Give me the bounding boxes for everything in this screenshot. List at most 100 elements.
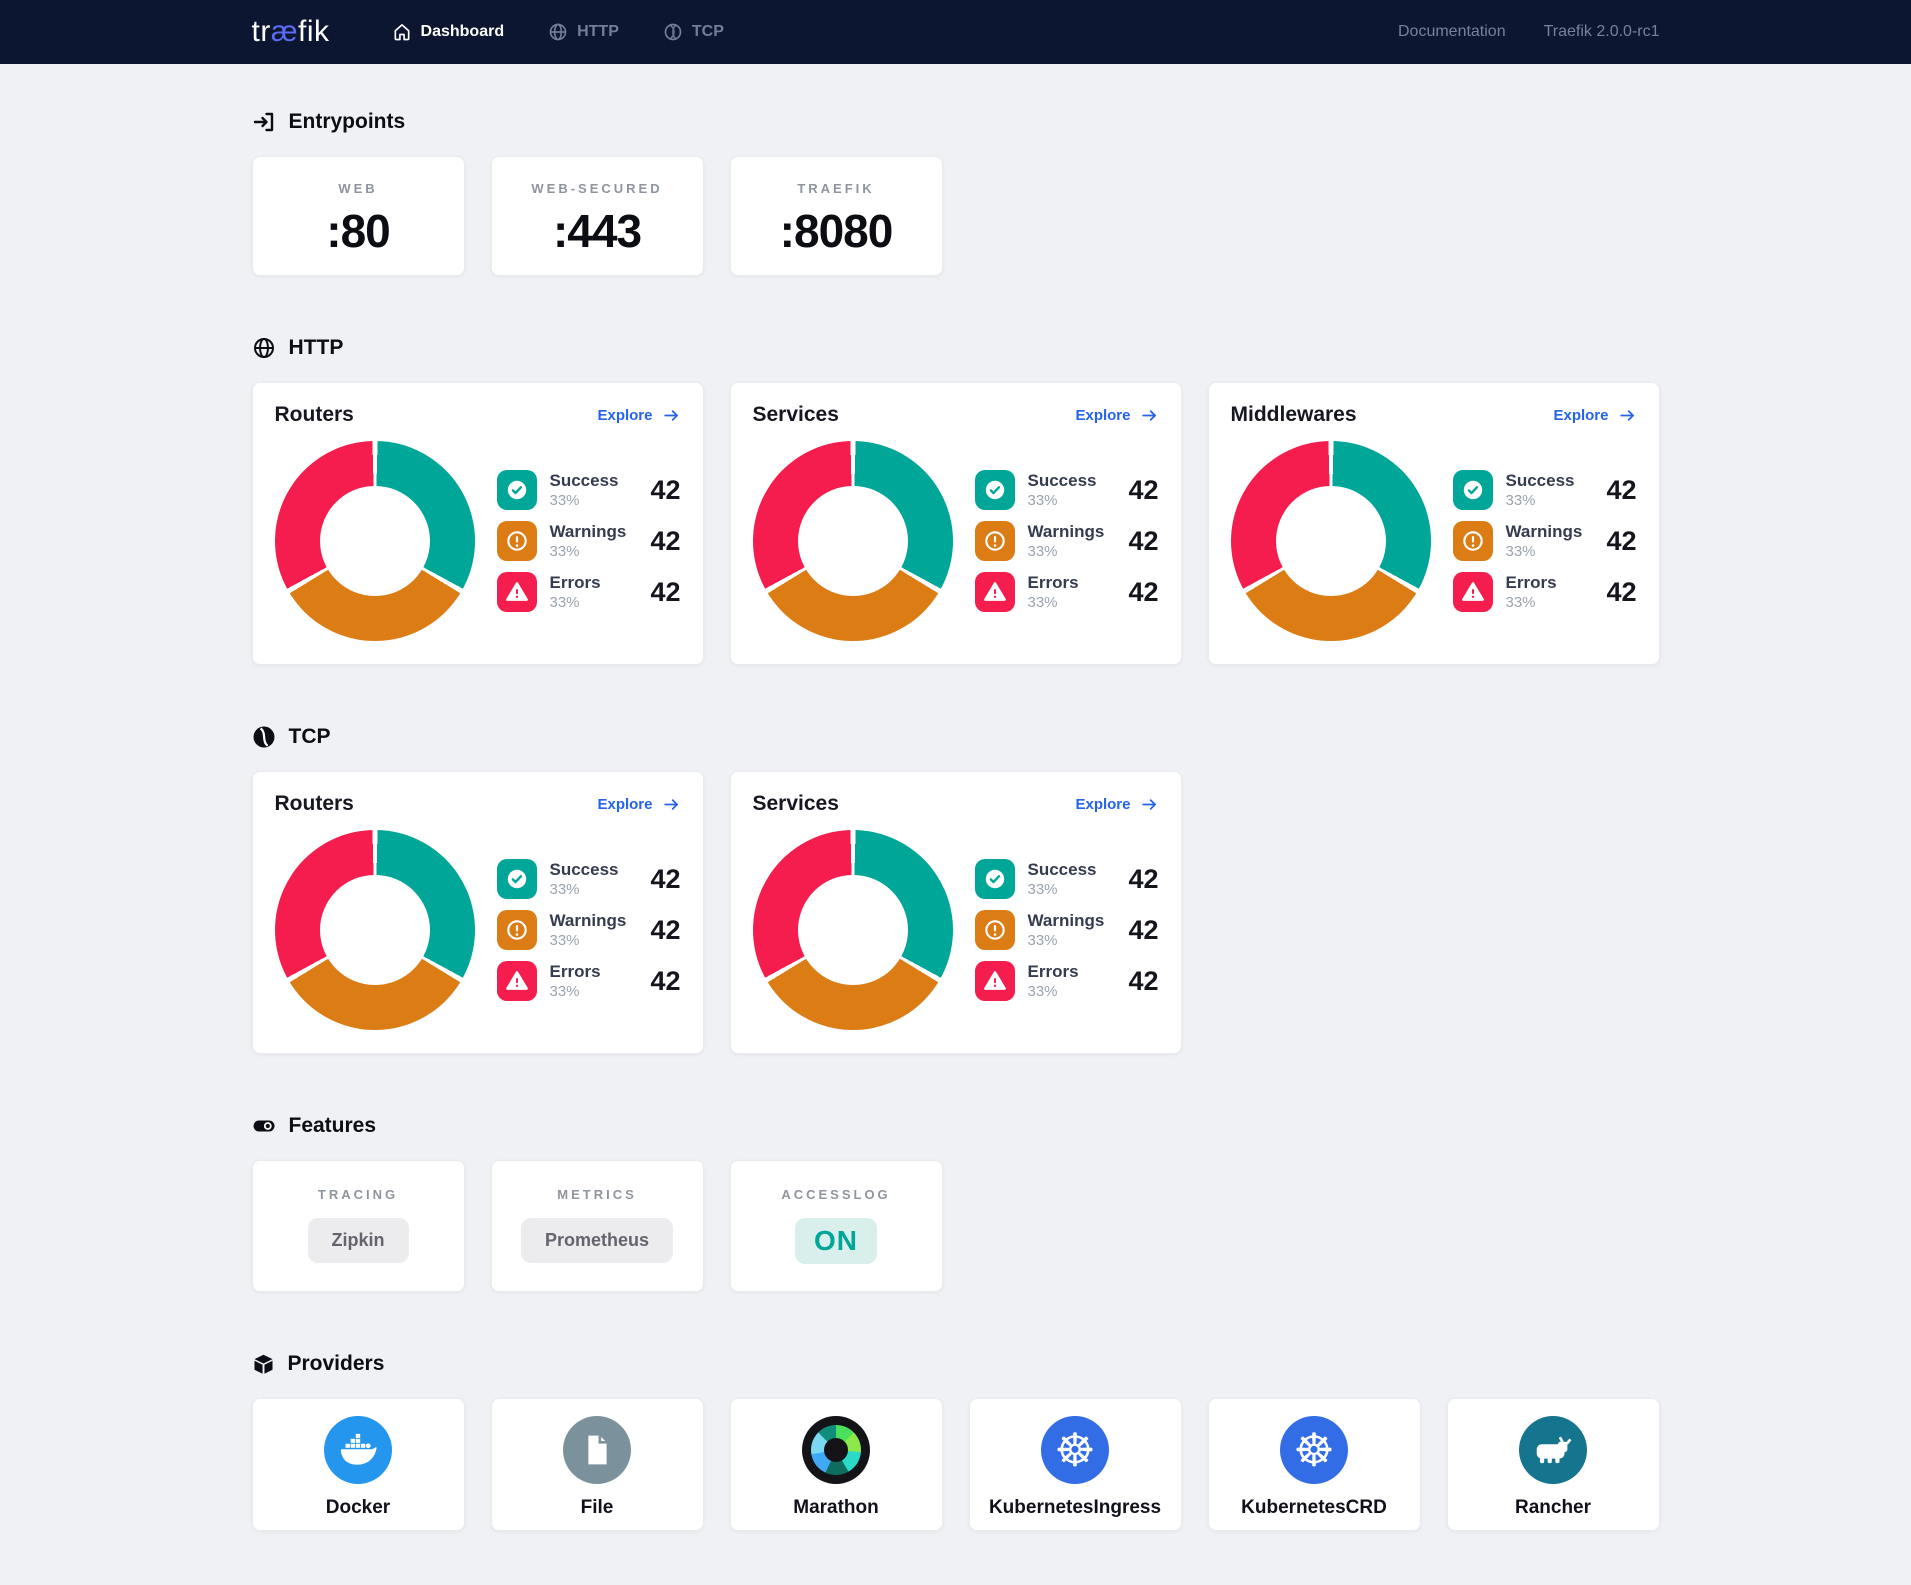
legend-row-success: Success 33% 42 xyxy=(496,470,681,510)
explore-label: Explore xyxy=(1075,795,1131,813)
status-donut-chart xyxy=(752,830,953,1030)
legend-percent: 33% xyxy=(1027,543,1058,560)
alert-circle-icon xyxy=(496,521,537,561)
http-middlewares-card: Middlewares Explore Success 33% 42 xyxy=(1207,382,1660,665)
tcp-ball-icon xyxy=(252,725,276,749)
traefik-logo: træfik xyxy=(252,15,330,49)
legend-count: 42 xyxy=(1606,525,1637,556)
alert-triangle-icon xyxy=(974,572,1015,612)
card-title: Services xyxy=(752,403,839,426)
explore-link[interactable]: Explore xyxy=(1075,406,1158,425)
check-circle-icon xyxy=(974,859,1015,899)
explore-link[interactable]: Explore xyxy=(1075,795,1158,814)
entrypoint-label: TRAEFIK xyxy=(797,181,875,196)
legend-label: Errors xyxy=(549,573,601,592)
legend-count: 42 xyxy=(1128,863,1159,894)
card-title: Services xyxy=(752,792,839,815)
feature-card-tracing: TRACING Zipkin xyxy=(251,1160,465,1292)
explore-label: Explore xyxy=(1075,406,1131,424)
explore-label: Explore xyxy=(597,795,653,813)
legend-percent: 33% xyxy=(549,983,580,1000)
legend-row-errors: Errors 33% 42 xyxy=(496,961,681,1001)
legend-count: 42 xyxy=(1606,576,1637,607)
legend-count: 42 xyxy=(1128,474,1159,505)
legend-row-warnings: Warnings 33% 42 xyxy=(1452,521,1637,561)
arrow-right-icon xyxy=(1618,406,1637,425)
legend-percent: 33% xyxy=(1027,492,1058,509)
legend-percent: 33% xyxy=(549,881,580,898)
http-services-card: Services Explore Success 33% 42 xyxy=(729,382,1182,665)
legend-row-warnings: Warnings 33% 42 xyxy=(496,521,681,561)
provider-card-kubernetes-crd: ☸ KubernetesCRD xyxy=(1207,1398,1421,1531)
nav-item-tcp[interactable]: TCP xyxy=(663,22,724,42)
explore-label: Explore xyxy=(597,406,653,424)
provider-card-file: File xyxy=(490,1398,704,1531)
explore-link[interactable]: Explore xyxy=(597,795,680,814)
docker-whale-icon xyxy=(324,1416,392,1484)
provider-card-rancher: Rancher xyxy=(1446,1398,1660,1531)
legend-row-errors: Errors 33% 42 xyxy=(1452,572,1637,612)
legend-label: Warnings xyxy=(1027,911,1105,930)
legend-label: Warnings xyxy=(1027,522,1105,541)
entrypoint-label: WEB-SECURED xyxy=(531,181,663,196)
legend-count: 42 xyxy=(650,863,681,894)
logo-ae: æ xyxy=(270,15,299,48)
providers-section: Providers Docker File Marathon ☸ Kuberne… xyxy=(251,1352,1660,1531)
alert-circle-icon xyxy=(974,521,1015,561)
legend-label: Success xyxy=(1505,471,1575,490)
provider-name: KubernetesIngress xyxy=(988,1497,1162,1518)
legend-row-success: Success 33% 42 xyxy=(974,859,1159,899)
legend-row-success: Success 33% 42 xyxy=(974,470,1159,510)
alert-circle-icon xyxy=(1452,521,1493,561)
legend-percent: 33% xyxy=(1027,594,1058,611)
globe-icon xyxy=(252,336,276,360)
alert-triangle-icon xyxy=(974,961,1015,1001)
arrow-right-icon xyxy=(1140,406,1159,425)
card-title: Routers xyxy=(274,792,354,815)
legend-label: Errors xyxy=(1027,962,1079,981)
legend-percent: 33% xyxy=(1505,492,1536,509)
http-section: HTTP Routers Explore Success 33% xyxy=(251,336,1660,665)
status-donut-chart xyxy=(274,830,475,1030)
status-legend: Success 33% 42 Warnings 33% 42 Errors 33% 4… xyxy=(974,470,1159,612)
legend-label: Warnings xyxy=(549,522,627,541)
legend-row-warnings: Warnings 33% 42 xyxy=(974,521,1159,561)
documentation-link[interactable]: Documentation xyxy=(1397,23,1506,40)
explore-link[interactable]: Explore xyxy=(1553,406,1636,425)
legend-count: 42 xyxy=(650,965,681,996)
legend-label: Warnings xyxy=(1505,522,1583,541)
feature-label: METRICS xyxy=(557,1187,637,1202)
nav-http-label: HTTP xyxy=(577,23,619,40)
cube-icon xyxy=(252,1353,275,1376)
feature-value-badge: Zipkin xyxy=(307,1218,409,1263)
arrow-right-icon xyxy=(662,406,681,425)
status-donut-chart xyxy=(1230,441,1431,641)
check-circle-icon xyxy=(974,470,1015,510)
section-title-providers: Providers xyxy=(287,1352,385,1375)
check-circle-icon xyxy=(496,470,537,510)
legend-percent: 33% xyxy=(549,594,580,611)
entrypoint-port: :80 xyxy=(326,205,390,257)
legend-count: 42 xyxy=(1128,965,1159,996)
rancher-bull-icon xyxy=(1519,1416,1587,1484)
kubernetes-wheel-icon: ☸ xyxy=(1280,1416,1348,1484)
provider-name: Marathon xyxy=(793,1497,879,1518)
status-donut-chart xyxy=(274,441,475,641)
nav-item-dashboard[interactable]: Dashboard xyxy=(392,22,504,42)
legend-count: 42 xyxy=(650,525,681,556)
provider-card-kubernetes-ingress: ☸ KubernetesIngress xyxy=(968,1398,1182,1531)
card-title: Routers xyxy=(274,403,354,426)
legend-count: 42 xyxy=(1128,576,1159,607)
nav-item-http[interactable]: HTTP xyxy=(548,22,619,42)
legend-label: Warnings xyxy=(549,911,627,930)
explore-link[interactable]: Explore xyxy=(597,406,680,425)
entrypoint-card-traefik: TRAEFIK :8080 xyxy=(729,156,943,276)
status-donut-chart xyxy=(752,441,953,641)
entrypoint-card-web: WEB :80 xyxy=(251,156,465,276)
legend-label: Errors xyxy=(1027,573,1079,592)
feature-value-badge: Prometheus xyxy=(520,1218,674,1263)
toggle-icon xyxy=(252,1114,276,1138)
section-title-entrypoints: Entrypoints xyxy=(288,110,406,133)
feature-on-badge: ON xyxy=(795,1218,877,1264)
arrow-right-icon xyxy=(662,795,681,814)
